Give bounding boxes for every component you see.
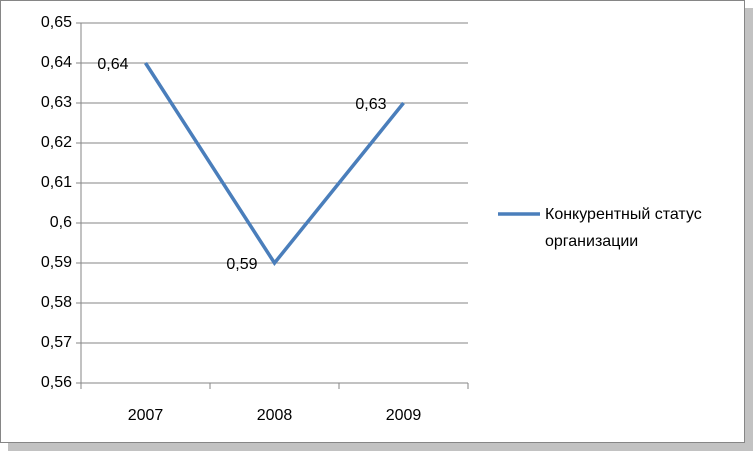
data-label: 0,63 — [355, 96, 386, 113]
y-tick-label: 0,64 — [41, 54, 72, 71]
y-tick-label: 0,57 — [41, 334, 72, 351]
y-tick-label: 0,59 — [41, 254, 72, 271]
x-tick-label: 2007 — [128, 407, 164, 424]
y-tick-label: 0,62 — [41, 134, 72, 151]
data-label: 0,59 — [226, 256, 257, 273]
x-tick-label: 2008 — [257, 407, 293, 424]
chart-frame — [0, 0, 745, 443]
y-tick-label: 0,61 — [41, 174, 72, 191]
data-label: 0,64 — [97, 56, 128, 73]
y-tick-label: 0,6 — [50, 214, 72, 231]
y-tick-label: 0,58 — [41, 294, 72, 311]
legend-label: Конкурентный статус организации — [545, 206, 702, 250]
x-tick-label: 2009 — [386, 407, 422, 424]
y-tick-label: 0,65 — [41, 14, 72, 31]
y-tick-label: 0,63 — [41, 94, 72, 111]
line-series — [144, 62, 405, 266]
y-tick-label: 0,56 — [41, 374, 72, 391]
